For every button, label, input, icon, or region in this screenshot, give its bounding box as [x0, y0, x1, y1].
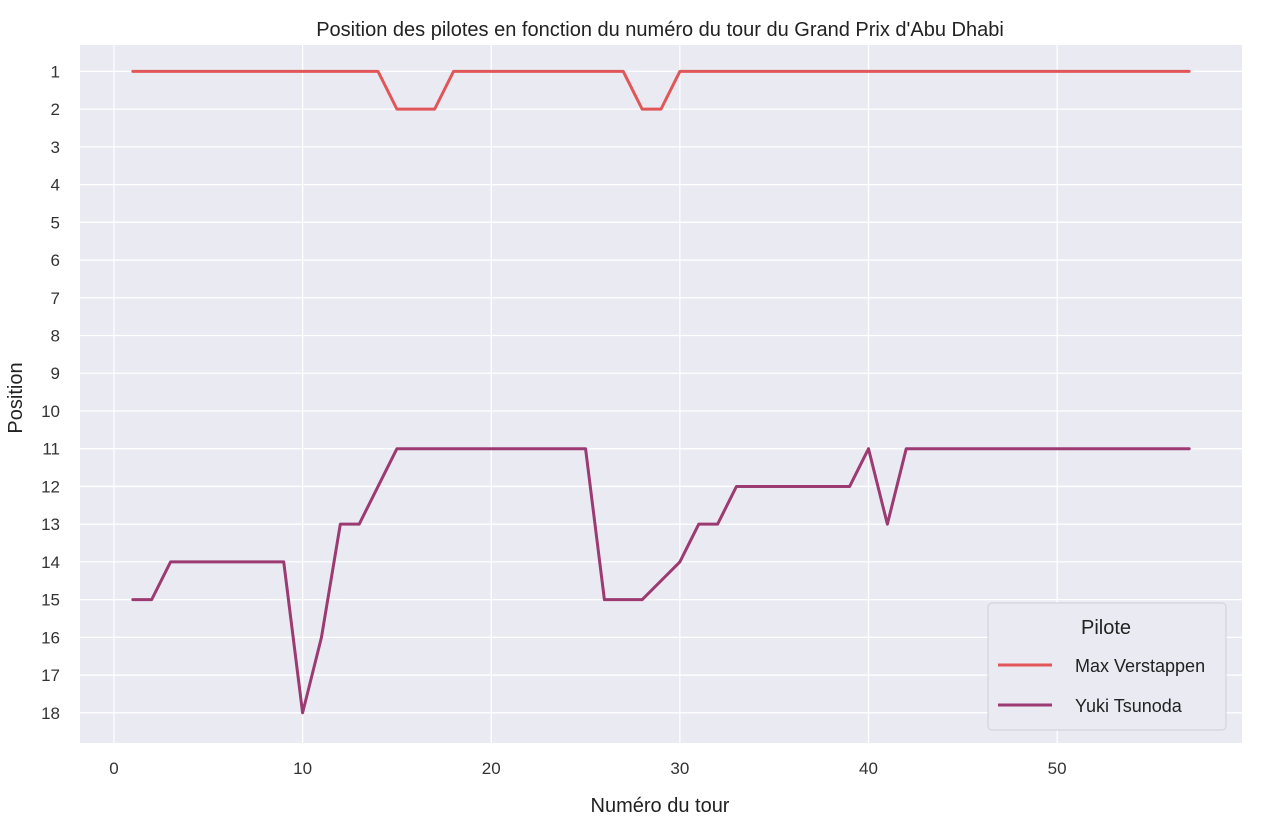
y-tick-label: 17 [41, 666, 60, 685]
y-tick-label: 12 [41, 477, 60, 496]
y-axis-label: Position [5, 362, 27, 433]
y-tick-label: 4 [51, 176, 60, 195]
y-tick-label: 18 [41, 704, 60, 723]
grid-lines [80, 45, 1242, 743]
y-tick-label: 10 [41, 402, 60, 421]
y-tick-label: 13 [41, 515, 60, 534]
x-tick-label: 30 [670, 759, 689, 778]
x-tick-label: 10 [293, 759, 312, 778]
chart-title: Position des pilotes en fonction du numé… [316, 19, 1004, 41]
y-tick-label: 3 [51, 138, 60, 157]
series-lines [131, 69, 1191, 715]
x-tick-labels: 0 10 20 30 40 50 [109, 759, 1066, 778]
y-tick-label: 6 [51, 251, 60, 270]
x-tick-label: 50 [1048, 759, 1067, 778]
x-tick-label: 40 [859, 759, 878, 778]
y-tick-label: 11 [42, 440, 60, 459]
series-line-yuki-tsunoda [131, 447, 1191, 715]
y-tick-label: 8 [51, 327, 60, 346]
legend: Pilote Max Verstappen Yuki Tsunoda [987, 602, 1227, 731]
y-tick-label: 15 [41, 591, 60, 610]
x-tick-label: 20 [482, 759, 501, 778]
legend-label-yuki-tsunoda: Yuki Tsunoda [1075, 696, 1183, 716]
y-tick-label: 2 [51, 100, 60, 119]
series-line-max-verstappen [131, 69, 1191, 111]
x-tick-label: 0 [109, 759, 118, 778]
y-tick-label: 7 [51, 289, 60, 308]
legend-box [987, 602, 1227, 731]
y-tick-label: 1 [51, 62, 60, 81]
y-tick-label: 16 [41, 628, 60, 647]
legend-title: Pilote [1081, 617, 1131, 639]
x-axis-label: Numéro du tour [591, 795, 730, 817]
y-tick-label: 14 [41, 553, 60, 572]
y-tick-label: 9 [51, 364, 60, 383]
legend-label-max-verstappen: Max Verstappen [1075, 656, 1205, 676]
y-tick-label: 5 [51, 213, 60, 232]
